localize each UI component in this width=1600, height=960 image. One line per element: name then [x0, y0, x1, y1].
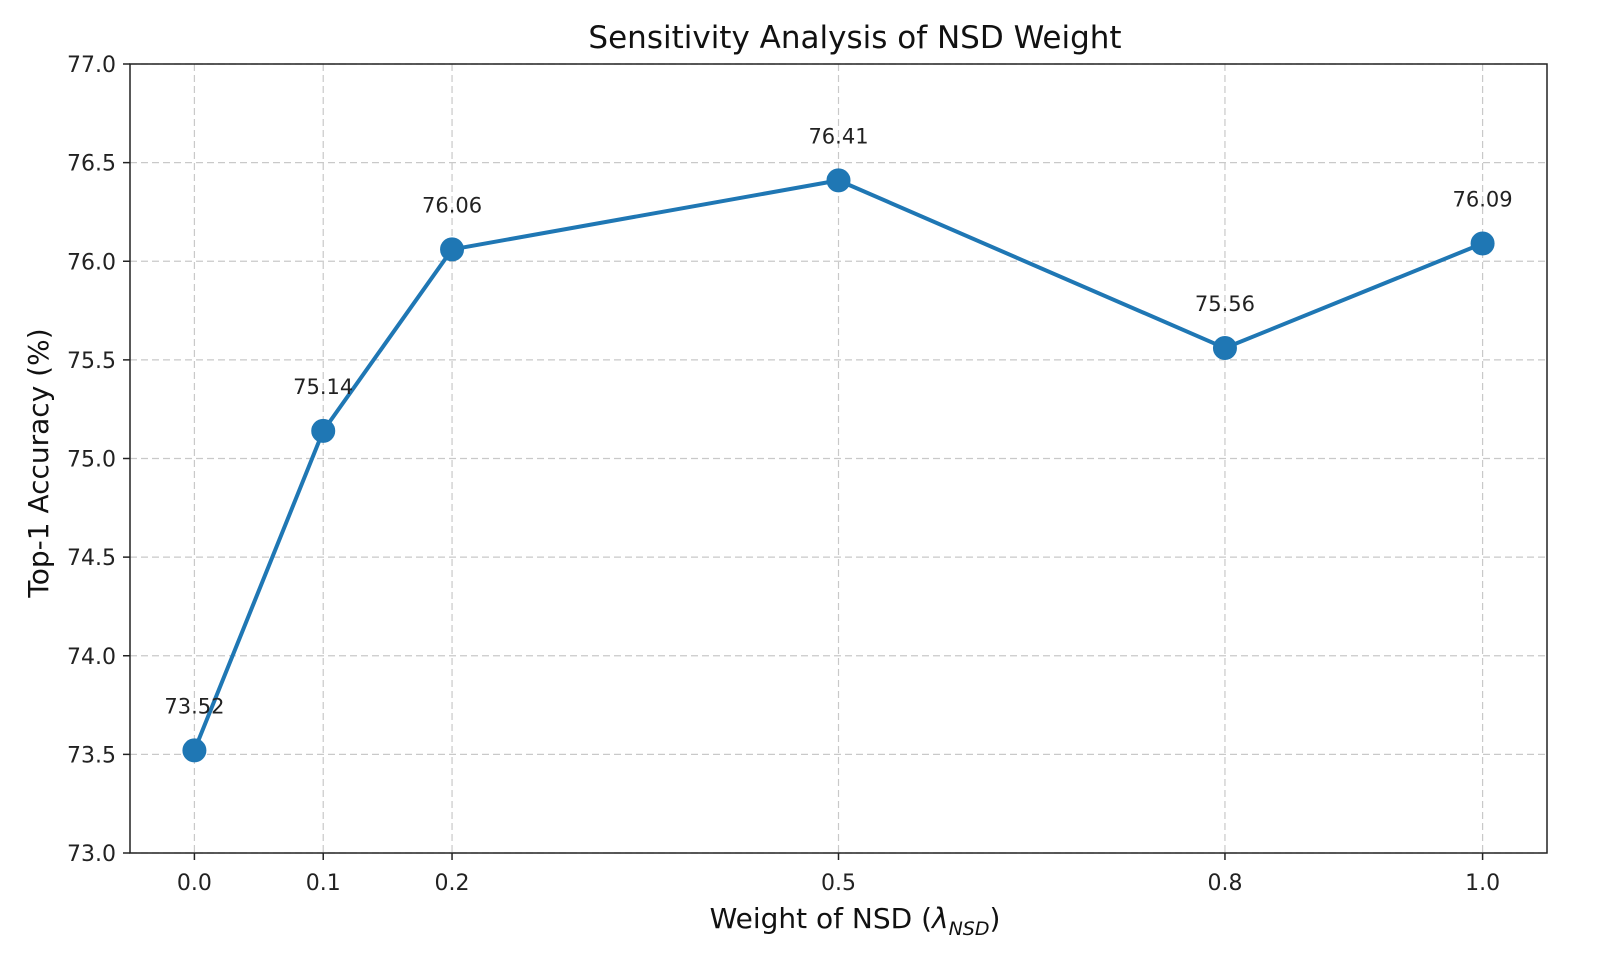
- x-tick-label: 0.2: [435, 871, 470, 896]
- data-point-label: 76.41: [808, 124, 868, 148]
- accuracy-data-point: [311, 418, 336, 443]
- data-point-label: 75.56: [1195, 292, 1255, 316]
- label-layer: 73.52 75.14 76.06 76.41 75.56 76.09: [164, 124, 1512, 718]
- y-tick-label: 75.5: [67, 349, 116, 374]
- x-tick-label: 0.0: [177, 871, 212, 896]
- y-tick-label: 74.5: [67, 546, 116, 571]
- y-tick-label: 76.5: [67, 152, 116, 177]
- data-point-label: 76.06: [422, 193, 482, 217]
- axis-layer: 73.0 73.5 74.0 74.5 75.0 75.5 76.0 76.5 77.0 0.0 0…: [67, 53, 1548, 896]
- accuracy-data-point: [1212, 336, 1237, 361]
- accuracy-data-point: [1470, 231, 1495, 256]
- accuracy-data-point: [182, 738, 207, 763]
- x-tick-label: 1.0: [1465, 871, 1500, 896]
- chart-title: Sensitivity Analysis of NSD Weight: [588, 20, 1121, 56]
- x-axis-label-text: Weight of NSD (: [710, 902, 932, 935]
- x-tick-label: 0.5: [821, 871, 856, 896]
- accuracy-data-point: [440, 237, 465, 262]
- x-tick-label: 0.8: [1207, 871, 1242, 896]
- y-tick-label: 74.0: [67, 645, 116, 670]
- x-axis-label-subscript: NSD: [949, 918, 990, 940]
- x-tick-label: 0.1: [306, 871, 341, 896]
- data-point-label: 76.09: [1453, 187, 1513, 211]
- accuracy-series-line: [192, 178, 1485, 753]
- y-tick-label: 73.0: [67, 842, 116, 867]
- data-point-label: 73.52: [164, 694, 224, 718]
- y-tick-label: 73.5: [67, 743, 116, 768]
- x-axis-label-suffix: ): [990, 902, 1001, 935]
- series-layer: [182, 168, 1495, 763]
- data-point-label: 75.14: [293, 375, 353, 399]
- y-tick-label: 76.0: [67, 250, 116, 275]
- y-axis-label: Top-1 Accuracy (%): [22, 328, 55, 598]
- x-axis-label: Weight of NSD (λNSD): [710, 902, 1001, 940]
- accuracy-data-point: [826, 168, 851, 193]
- y-tick-label: 77.0: [67, 53, 116, 78]
- y-tick-label: 75.0: [67, 448, 116, 473]
- x-axis-label-lambda: λ: [930, 902, 949, 935]
